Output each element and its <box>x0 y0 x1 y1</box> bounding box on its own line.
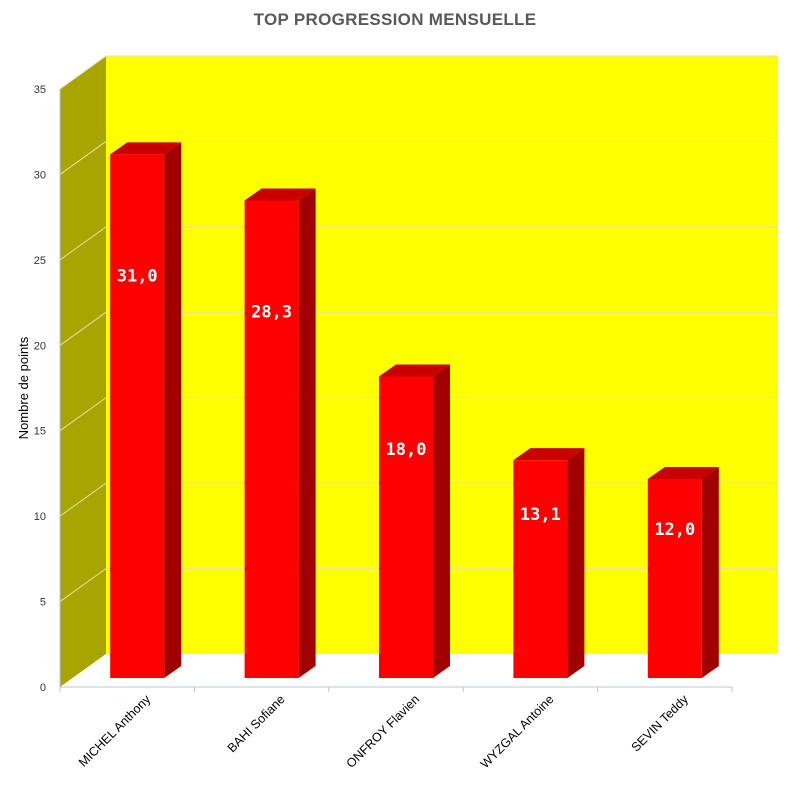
x-tick-labels: MICHEL Anthony BAHI Sofiane ONFROY Flavien… <box>59 687 733 771</box>
gridline <box>59 397 778 432</box>
bar-front <box>647 478 702 678</box>
bar-top <box>513 448 585 461</box>
gridline <box>59 140 778 175</box>
gridline <box>59 55 778 90</box>
data-label: 12,0 <box>654 520 695 540</box>
x-tick-label: BAHI Sofiane <box>225 692 288 755</box>
y-tick-label: 15 <box>34 426 46 438</box>
x-tick-label: SEVIN Teddy <box>629 692 692 755</box>
bar: 31,0 <box>110 142 182 679</box>
bar-front <box>110 154 165 679</box>
gridlines <box>59 55 778 602</box>
data-label: 18,0 <box>386 440 427 460</box>
bar-side <box>567 448 585 678</box>
bar-side <box>298 188 316 678</box>
bars: 31,0 28,3 18,0 13,1 12,0 <box>110 142 719 679</box>
bar-front <box>379 376 433 678</box>
x-tick-label: ONFROY Flavien <box>344 692 423 771</box>
bar-top <box>244 188 316 201</box>
bar-top <box>379 364 450 377</box>
y-tick-label: 0 <box>40 682 46 694</box>
bar-top <box>110 142 182 155</box>
bar-side <box>701 466 719 678</box>
y-tick-label: 5 <box>40 597 46 609</box>
gridline <box>59 226 778 261</box>
chart-side-wall <box>60 56 106 687</box>
data-label: 13,1 <box>520 505 561 525</box>
y-tick-label: 35 <box>34 84 46 96</box>
x-tick-label: WYZGAL Antoine <box>478 692 557 771</box>
bar-top <box>647 466 719 479</box>
bar: 12,0 <box>647 466 719 678</box>
bar: 18,0 <box>379 364 450 678</box>
bar-front <box>244 200 299 678</box>
y-tick-label: 10 <box>34 511 46 523</box>
data-label: 28,3 <box>251 303 292 323</box>
gridline <box>59 311 778 346</box>
x-tick-label: MICHEL Anthony <box>76 692 154 770</box>
bar-front <box>513 460 568 678</box>
bar: 28,3 <box>244 188 316 678</box>
data-label: 31,0 <box>117 267 158 287</box>
y-tick-label: 20 <box>34 340 46 352</box>
bar: 13,1 <box>513 448 585 678</box>
bar-side <box>433 364 450 678</box>
bar-side <box>164 142 182 679</box>
chart-title: TOP PROGRESSION MENSUELLE <box>253 10 537 29</box>
y-tick-labels: 0 5 10 15 20 25 30 35 <box>34 84 46 694</box>
y-tick-label: 30 <box>34 169 46 181</box>
y-axis-label: Nombre de points <box>16 336 31 439</box>
y-tick-label: 25 <box>34 255 46 267</box>
